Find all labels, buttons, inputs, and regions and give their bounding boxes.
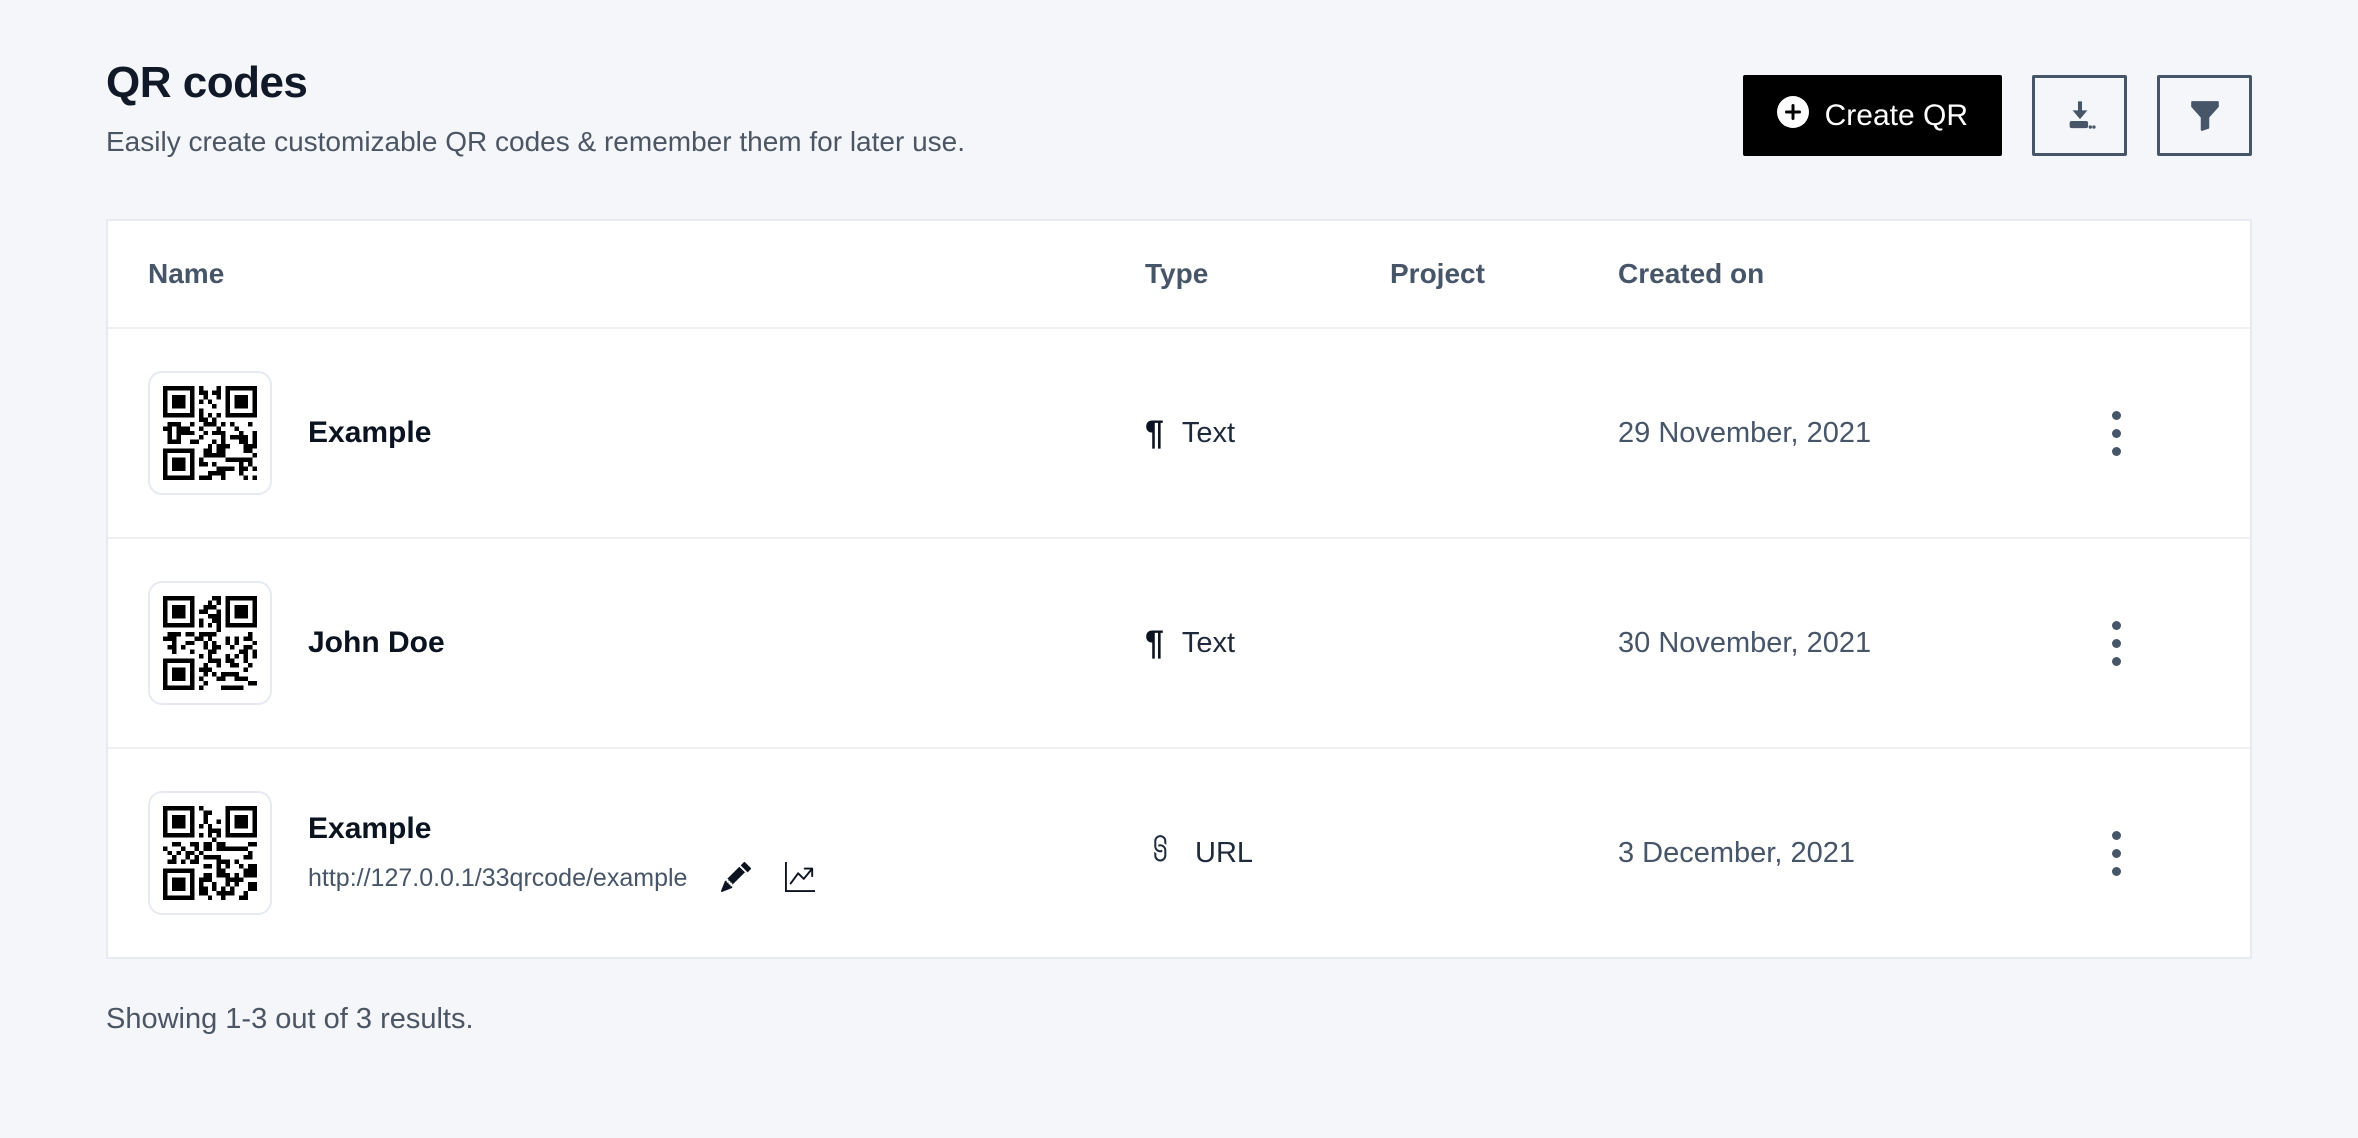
results-count: Showing 1-3 out of 3 results.: [106, 1003, 474, 1035]
column-header-project: Project: [1390, 258, 1485, 289]
kebab-dot: [2111, 638, 2121, 648]
graph-up-arrow-icon: [785, 861, 816, 895]
type-cell: ¶ Text: [1145, 416, 1390, 450]
kebab-dot: [2111, 656, 2121, 666]
table-row: John Doe ¶ Text 30 November, 2021: [108, 537, 2250, 747]
plus-circle-icon: [1776, 95, 1809, 136]
name-cell: John Doe: [148, 581, 1145, 705]
qr-codes-page: QR codes Easily create customizable QR c…: [106, 58, 2252, 1035]
kebab-dot: [2111, 410, 2121, 420]
qr-thumbnail[interactable]: [148, 581, 272, 705]
column-header-type: Type: [1145, 258, 1209, 289]
type-label: URL: [1195, 836, 1254, 869]
url-line: http://127.0.0.1/33qrcode/example: [308, 861, 816, 895]
filter-button[interactable]: [2157, 75, 2252, 156]
created-on-cell: 29 November, 2021: [1618, 416, 1872, 449]
type-cell: ¶ Text: [1145, 626, 1390, 660]
page-title: QR codes: [106, 58, 308, 107]
type-cell: URL: [1145, 833, 1390, 873]
type-label: Text: [1181, 626, 1236, 659]
table-row: Example ¶ Text 29 November, 2021: [108, 327, 2250, 537]
table-header-row: Name Type Project Created on: [108, 221, 2250, 327]
qr-code-image: [163, 596, 257, 690]
kebab-dot: [2111, 830, 2121, 840]
pilcrow-icon: ¶: [1145, 414, 1164, 452]
download-icon: [2062, 98, 2098, 134]
type-label: Text: [1181, 416, 1236, 449]
create-qr-button[interactable]: Create QR: [1742, 75, 2002, 156]
page-header-text: QR codes Easily create customizable QR c…: [106, 58, 965, 158]
row-menu-button[interactable]: [2100, 819, 2133, 888]
created-on-cell: 30 November, 2021: [1618, 626, 1872, 659]
column-header-created-on: Created on: [1618, 258, 1765, 289]
kebab-dot: [2111, 446, 2121, 456]
qr-url: http://127.0.0.1/33qrcode/example: [308, 863, 688, 892]
row-menu-button[interactable]: [2100, 609, 2133, 678]
column-header-name: Name: [148, 258, 225, 289]
filter-icon: [2188, 99, 2222, 133]
kebab-dot: [2111, 428, 2121, 438]
kebab-dot: [2111, 848, 2121, 858]
created-on-cell: 3 December, 2021: [1618, 836, 1855, 869]
pilcrow-icon: ¶: [1145, 624, 1164, 662]
edit-url-button[interactable]: [721, 861, 752, 895]
qr-thumbnail[interactable]: [148, 791, 272, 915]
qr-name: Example: [308, 416, 432, 449]
qr-table: Name Type Project Created on Example ¶ T…: [106, 219, 2252, 959]
pencil-icon: [721, 861, 752, 895]
name-stack: Example http://127.0.0.1/33qrcode/exampl…: [308, 811, 816, 895]
name-cell: Example: [148, 371, 1145, 495]
row-menu-button[interactable]: [2100, 399, 2133, 468]
name-cell: Example http://127.0.0.1/33qrcode/exampl…: [148, 791, 1145, 915]
statistics-button[interactable]: [785, 861, 816, 895]
kebab-dot: [2111, 866, 2121, 876]
download-button[interactable]: [2032, 75, 2127, 156]
qr-thumbnail[interactable]: [148, 371, 272, 495]
link-icon: [1145, 833, 1177, 873]
kebab-dot: [2111, 620, 2121, 630]
qr-code-image: [163, 806, 257, 900]
page-header: QR codes Easily create customizable QR c…: [106, 58, 2252, 158]
qr-code-image: [163, 386, 257, 480]
qr-name: John Doe: [308, 626, 445, 659]
create-qr-label: Create QR: [1824, 98, 1968, 132]
qr-name: Example: [308, 811, 432, 845]
toolbar: Create QR: [1742, 75, 2252, 156]
table-row: Example http://127.0.0.1/33qrcode/exampl…: [108, 747, 2250, 957]
page-subtitle: Easily create customizable QR codes & re…: [106, 126, 966, 157]
